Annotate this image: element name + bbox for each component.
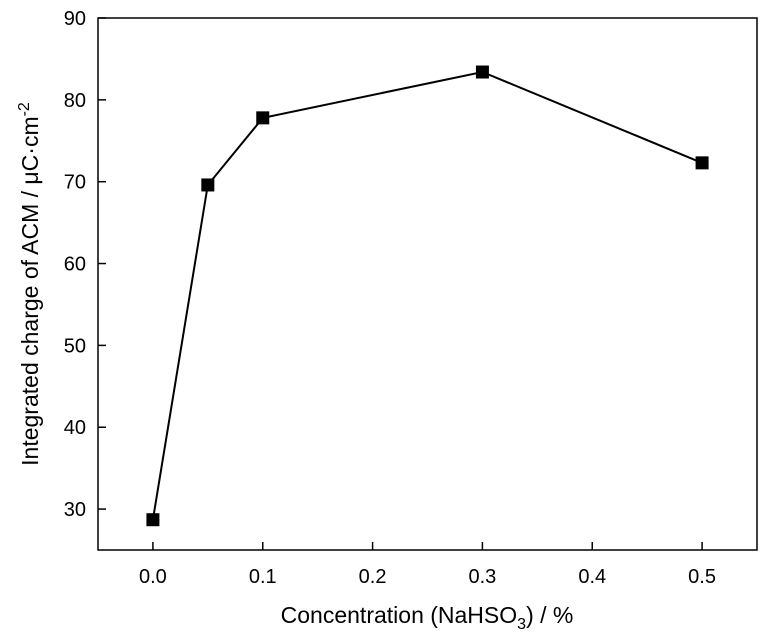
y-tick-label: 30 bbox=[64, 499, 86, 521]
data-point-marker bbox=[256, 111, 270, 125]
y-axis-ticks: 30 40 50 60 70 80 90 bbox=[64, 8, 106, 521]
y-tick-label: 70 bbox=[64, 172, 86, 194]
x-axis-ticks: 0.0 0.1 0.2 0.3 0.4 0.5 bbox=[139, 542, 716, 588]
x-tick-label: 0.5 bbox=[688, 566, 716, 588]
plot-frame bbox=[97, 17, 758, 551]
data-point-marker bbox=[695, 156, 709, 170]
x-tick-label: 0.0 bbox=[139, 566, 167, 588]
x-axis-label: Concentration (NaHSO3) / % bbox=[281, 602, 574, 633]
x-axis-label-main: Concentration (NaHSO bbox=[281, 602, 518, 628]
x-tick-label: 0.3 bbox=[469, 566, 497, 588]
series-line bbox=[151, 70, 703, 520]
data-point-marker bbox=[201, 178, 215, 192]
data-point-marker bbox=[146, 513, 160, 527]
y-tick-label: 50 bbox=[64, 335, 86, 357]
y-axis-label-superscript: -2 bbox=[16, 102, 33, 116]
y-tick-label: 80 bbox=[64, 90, 86, 112]
series-layer bbox=[146, 65, 709, 527]
y-axis-label: Integrated charge of ACM / μC·cm-2 bbox=[16, 102, 43, 466]
x-tick-label: 0.1 bbox=[249, 566, 277, 588]
y-tick-label: 40 bbox=[64, 417, 86, 439]
data-point-marker bbox=[475, 65, 489, 79]
x-axis-label-subscript: 3 bbox=[517, 616, 526, 633]
x-axis-label-tail: ) / % bbox=[526, 602, 573, 628]
x-tick-label: 0.2 bbox=[359, 566, 387, 588]
y-tick-label: 60 bbox=[64, 254, 86, 276]
x-tick-label: 0.4 bbox=[578, 566, 606, 588]
y-axis-label-main: Integrated charge of ACM / μC·cm bbox=[17, 116, 43, 465]
y-tick-label: 90 bbox=[64, 8, 86, 30]
